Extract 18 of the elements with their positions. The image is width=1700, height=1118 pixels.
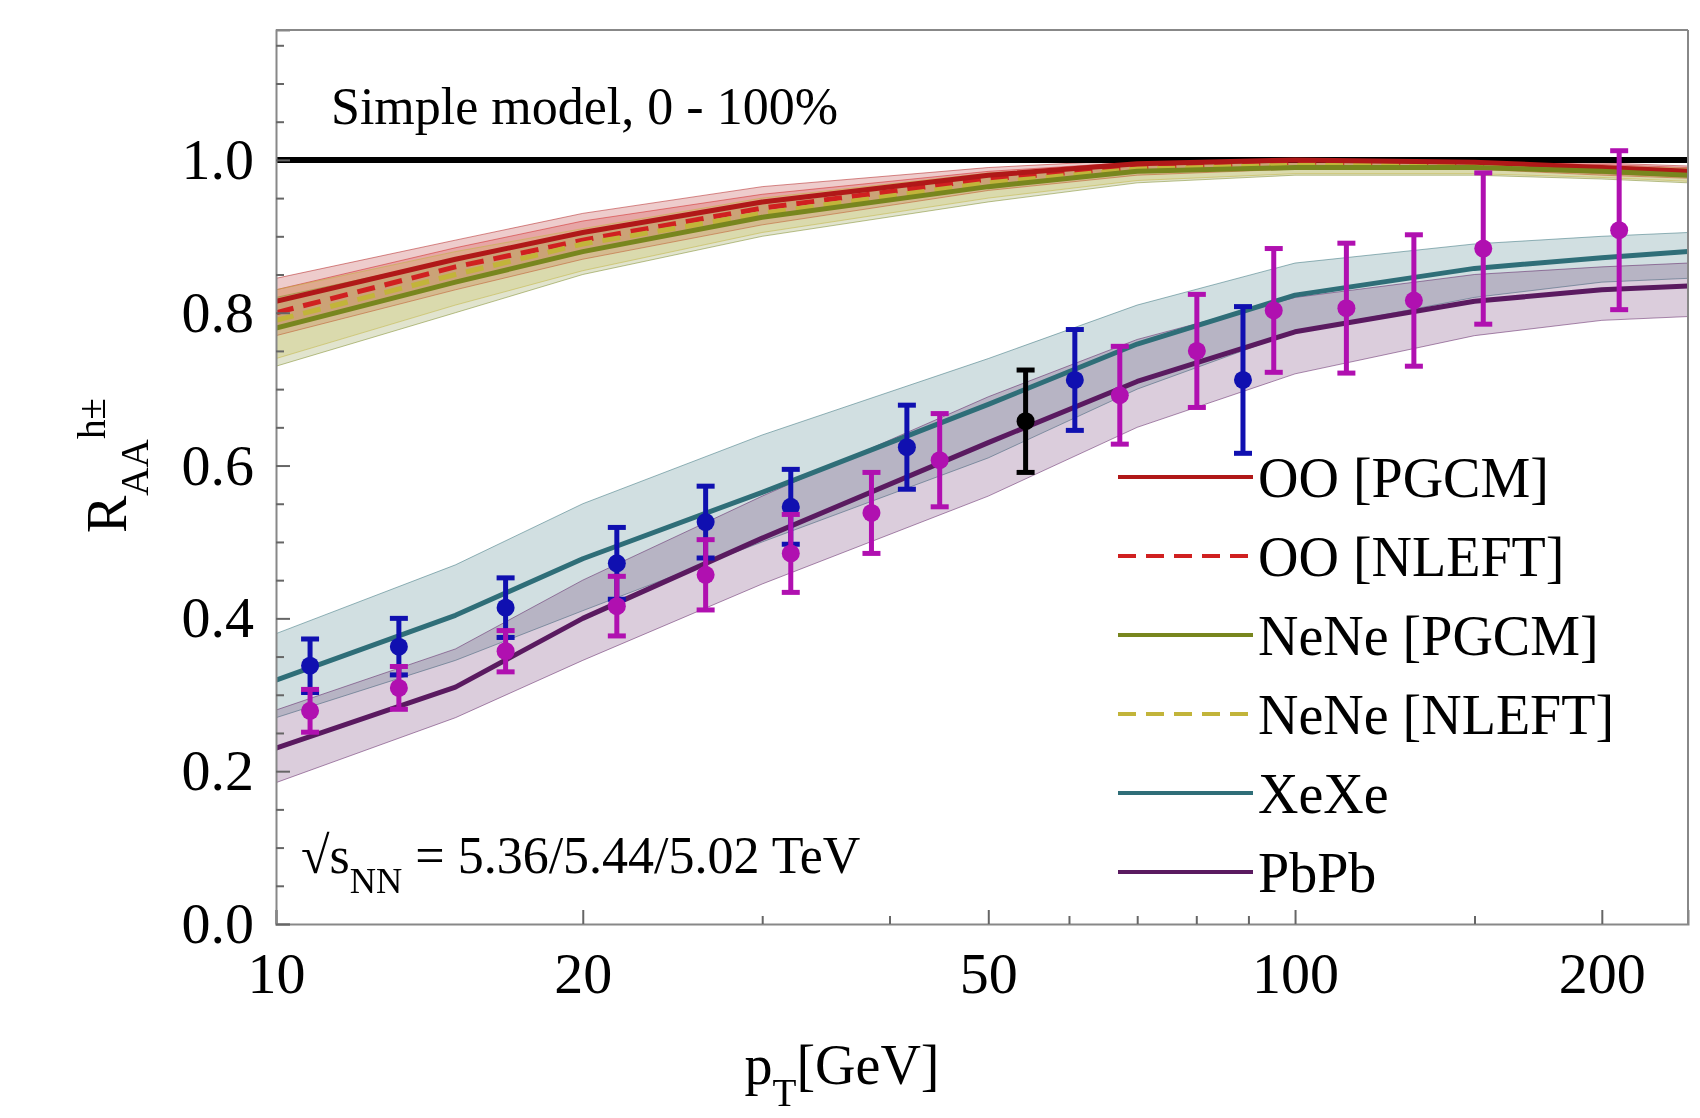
legend-label: OO [PGCM] (1258, 447, 1549, 509)
annotation: √s$_{NN}$ = 5.36/5.44/5.02 TeV (301, 827, 861, 902)
x-tick-label: 100 (1252, 941, 1340, 1007)
legend-label: NeNe [NLEFT] (1258, 684, 1615, 746)
legend-label: PbPb (1258, 842, 1377, 904)
y-tick-label: 0.4 (181, 585, 254, 651)
y-tick-label: 0.8 (181, 279, 254, 345)
x-tick-label: 200 (1558, 941, 1646, 1007)
y-tick-label: 0.6 (181, 432, 254, 498)
annotation: Simple model, 0 - 100% (331, 78, 838, 136)
legend-label: XeXe (1258, 763, 1389, 825)
x-tick-label: 20 (554, 941, 613, 1007)
y-tick-label: 0.2 (181, 738, 254, 804)
legend-label: NeNe [PGCM] (1258, 605, 1599, 667)
y-tick-label: 1.0 (181, 126, 254, 192)
x-axis-title: p$_{T}$[GeV] (744, 1034, 940, 1114)
x-tick-label: 50 (959, 941, 1018, 1007)
legend-label: OO [NLEFT] (1258, 526, 1565, 588)
